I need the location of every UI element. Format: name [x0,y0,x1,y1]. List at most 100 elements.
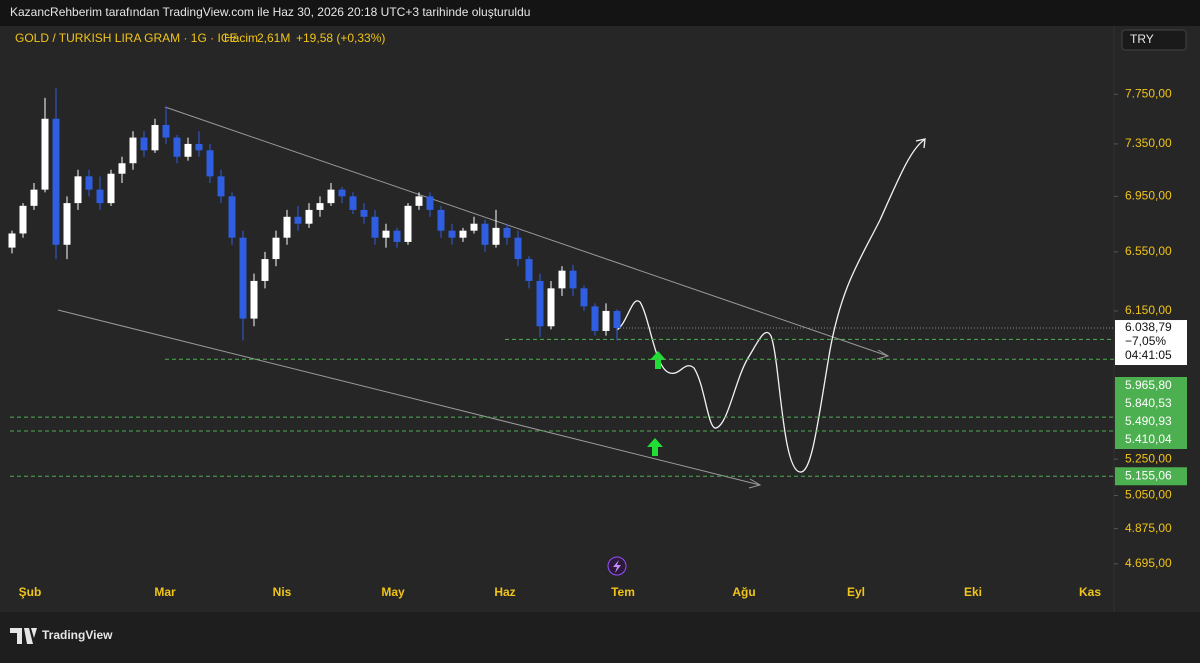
event-bolt [613,560,621,573]
candle-body [569,270,577,289]
candle-body [107,173,115,204]
x-tick-label: Ağu [732,585,755,599]
candle-body [272,237,280,260]
candle-body [129,137,137,164]
y-tick-label: 5.050,00 [1125,488,1172,502]
candle-body [382,230,390,238]
candle-body [118,163,126,174]
candle-body [140,137,148,151]
level-badge [1115,467,1187,486]
candle-body [250,280,258,319]
candle-body [338,189,346,197]
up-arrow [647,438,663,456]
candle-body [514,237,522,260]
candle-body [525,259,533,281]
candle-body [591,306,599,331]
volume: 2,61M [257,31,290,45]
drawings [57,106,926,489]
y-tick-label: 4.695,00 [1125,556,1172,570]
level-label: 5.965,80 [1125,378,1172,392]
y-tick-label: 7.750,00 [1125,86,1172,100]
candle-body [536,280,544,327]
candle-body [503,227,511,238]
candle-body [261,259,269,281]
candle-body [283,216,291,238]
last-price: 6.038,79 [1125,320,1172,334]
candle-body [558,270,566,289]
symbol: GOLD / TURKISH LIRA GRAM · 1G · ICE [15,31,238,45]
x-tick-label: Haz [494,585,515,599]
x-tick-label: Nis [273,585,292,599]
candle-body [162,124,170,138]
currency-button[interactable] [1121,29,1187,51]
candle-body [327,189,335,204]
candle-body [8,233,16,248]
candle-body [228,196,236,238]
candle-body [580,288,588,307]
candle-body [437,209,445,231]
y-tick-label: 6.150,00 [1125,303,1172,317]
candle-body [184,143,192,157]
candle-body [206,150,214,177]
arrow-head [748,478,762,489]
credit: KazancRehberim tarafından TradingView.co… [10,5,530,19]
forecast-path [616,139,925,473]
arrow-head [915,138,926,149]
chart-area [0,26,1200,612]
candle-body [74,176,82,204]
y-tick-label: 5.250,00 [1125,451,1172,465]
candle-body [30,189,38,206]
x-tick-label: Şub [19,585,42,599]
candle-body [349,196,357,210]
candle-body [481,223,489,245]
level-label: 5.840,53 [1125,396,1172,410]
candle-body [85,176,93,190]
candle-body [448,230,456,238]
candle-body [305,209,313,224]
candle-body [426,196,434,210]
candle-body [393,230,401,242]
logo-mark [10,628,37,644]
x-tick-label: Kas [1079,585,1101,599]
level-label: 5.410,04 [1125,432,1172,446]
last-price-box [1115,320,1187,366]
candle-body [470,223,478,231]
logo: TradingView [10,628,113,644]
y-tick-label: 7.350,00 [1125,136,1172,150]
candle-body [602,310,610,331]
candle-body [371,216,379,238]
last-change: −7,05% [1125,334,1166,348]
candle-body [294,216,302,224]
candle-body [404,205,412,242]
candle-body [316,203,324,210]
level-badge [1115,431,1187,449]
candle-body [239,237,247,319]
candle-body [173,137,181,157]
candle-body [63,203,71,245]
candle-body [613,310,621,329]
candle-body [19,205,27,234]
candle-body [195,143,203,151]
y-tick-label: 4.875,00 [1125,521,1172,535]
x-tick-label: Eki [964,585,982,599]
candle-body [41,118,49,190]
candle-body [96,189,104,204]
candle-body [492,227,500,245]
currency[interactable]: TRY [1130,32,1154,46]
logo-text: TradingView [42,628,113,642]
candle-body [360,209,368,217]
top-bar [0,0,1200,26]
y-tick-label: 6.550,00 [1125,244,1172,258]
x-tick-label: May [381,585,405,599]
countdown: 04:41:05 [1125,348,1172,362]
candle-body [547,288,555,327]
level-label: 5.155,06 [1125,468,1172,482]
candle-body [459,230,467,238]
level-badge [1115,395,1187,413]
y-tick-label: 6.950,00 [1125,189,1172,203]
volume-label: Hacim [224,31,258,45]
candle-body [415,196,423,206]
x-tick-label: Tem [611,585,635,599]
